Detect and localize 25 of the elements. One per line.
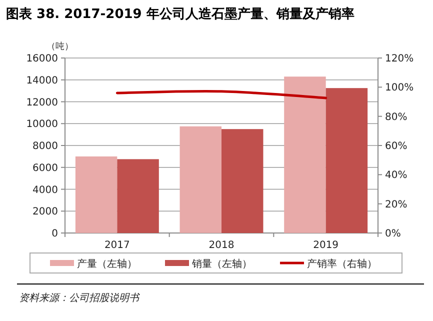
x-tick-label: 2018 <box>208 240 234 251</box>
y-tick-label: 12000 <box>26 97 58 108</box>
y2-tick-label: 40% <box>385 170 408 182</box>
y-tick-label: 10000 <box>26 119 58 130</box>
y-axis-title: （吨） <box>46 41 74 52</box>
y-tick-label: 4000 <box>32 184 58 196</box>
legend-label: 销量（左轴） <box>191 258 252 270</box>
y-tick-label: 8000 <box>32 141 58 152</box>
y2-tick-label: 0% <box>385 228 401 240</box>
y-tick-label: 2000 <box>32 206 58 218</box>
y-tick-label: 6000 <box>32 162 58 174</box>
legend-label: 产销率（右轴） <box>307 258 377 270</box>
y2-tick-label: 100% <box>385 82 414 94</box>
x-tick-label: 2017 <box>104 240 130 251</box>
y-tick-label: 16000 <box>26 54 58 64</box>
y2-tick-label: 20% <box>385 199 408 210</box>
y2-tick-label: 80% <box>385 112 408 123</box>
legend-label: 产量（左轴） <box>77 258 137 270</box>
y-tick-label: 0 <box>52 228 58 240</box>
chart-title: 图表 38. 2017-2019 年公司人造石墨产量、销量及产销率 <box>6 6 354 22</box>
text: 资料来源：公司招股说明书 <box>19 292 140 304</box>
y2-tick-label: 120% <box>385 54 414 64</box>
y-tick-label: 14000 <box>26 75 58 86</box>
y2-tick-label: 60% <box>385 141 408 152</box>
x-tick-label: 2019 <box>313 240 339 251</box>
